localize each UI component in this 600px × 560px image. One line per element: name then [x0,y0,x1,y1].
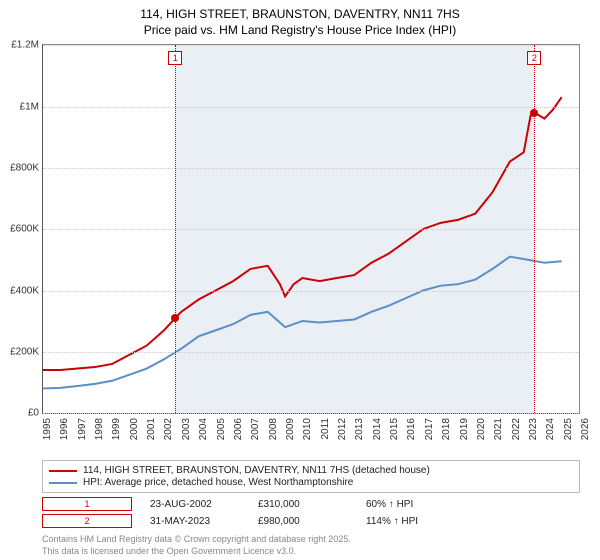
x-axis-label: 2022 [511,418,522,440]
gridline-h [43,291,579,292]
x-axis-label: 2004 [198,418,209,440]
x-axis-label: 2014 [372,418,383,440]
footer-attribution: Contains HM Land Registry data © Crown c… [42,534,580,557]
y-axis-label: £400K [10,285,39,296]
chart-title: 114, HIGH STREET, BRAUNSTON, DAVENTRY, N… [0,0,600,40]
title-line2: Price paid vs. HM Land Registry's House … [10,22,590,38]
x-axis-label: 2025 [563,418,574,440]
x-axis-label: 2002 [163,418,174,440]
x-axis-label: 2007 [250,418,261,440]
sale-vline [175,45,176,413]
legend-label-hpi: HPI: Average price, detached house, West… [83,477,353,488]
legend-row-hpi: HPI: Average price, detached house, West… [49,477,573,488]
sales-table: 1 23-AUG-2002 £310,000 60% ↑ HPI 2 31-MA… [42,497,580,528]
x-axis-label: 2021 [493,418,504,440]
x-axis-label: 2019 [459,418,470,440]
gridline-h [43,107,579,108]
sale-marker-1: 1 [42,497,132,511]
legend-row-price-paid: 114, HIGH STREET, BRAUNSTON, DAVENTRY, N… [49,465,573,476]
y-axis-label: £1.2M [11,40,39,51]
sale-price-2: £980,000 [258,516,348,527]
gridline-h [43,352,579,353]
x-axis-label: 2016 [406,418,417,440]
y-axis-label: £0 [28,408,39,419]
x-axis-label: 2023 [528,418,539,440]
sale-pct-1: 60% ↑ HPI [366,499,456,510]
x-axis-label: 2017 [424,418,435,440]
x-axis-labels: 1995 1996 1997 1998 1999 2000 2001 2002 2003 2004… [42,416,580,454]
x-axis-label: 1996 [59,418,70,440]
x-axis-label: 1995 [42,418,53,440]
x-axis-label: 2005 [216,418,227,440]
sale-price-1: £310,000 [258,499,348,510]
sale-date-2: 31-MAY-2023 [150,516,240,527]
x-axis-label: 2008 [268,418,279,440]
x-axis-label: 2015 [389,418,400,440]
legend-label-price-paid: 114, HIGH STREET, BRAUNSTON, DAVENTRY, N… [83,465,430,476]
sale-vline [534,45,535,413]
sale-row-1: 1 23-AUG-2002 £310,000 60% ↑ HPI [42,497,580,511]
series-hpi [43,257,562,389]
x-axis-label: 2010 [302,418,313,440]
sale-marker-dot [530,109,538,117]
x-axis-label: 2012 [337,418,348,440]
x-axis-label: 2009 [285,418,296,440]
x-axis-label: 2020 [476,418,487,440]
x-axis-label: 2018 [441,418,452,440]
x-axis-label: 2000 [129,418,140,440]
x-axis-label: 2003 [181,418,192,440]
y-axis-label: £600K [10,224,39,235]
x-axis-label: 1998 [94,418,105,440]
gridline-h [43,229,579,230]
legend-swatch-hpi [49,482,77,484]
sale-pct-2: 114% ↑ HPI [366,516,456,527]
footer-line1: Contains HM Land Registry data © Crown c… [42,534,580,546]
x-axis-label: 1999 [111,418,122,440]
x-axis-label: 2001 [146,418,157,440]
sale-marker-box: 2 [527,51,541,65]
gridline-h [43,168,579,169]
y-axis-label: £1M [20,101,39,112]
x-axis-label: 2011 [320,418,331,440]
gridline-h [43,45,579,46]
sale-marker-box: 1 [168,51,182,65]
y-axis-label: £800K [10,163,39,174]
legend-swatch-price-paid [49,470,77,472]
x-axis-label: 2026 [580,418,591,440]
x-axis-label: 2013 [354,418,365,440]
series-price_paid [43,97,562,370]
legend: 114, HIGH STREET, BRAUNSTON, DAVENTRY, N… [42,460,580,493]
x-axis-label: 2006 [233,418,244,440]
x-axis-label: 1997 [77,418,88,440]
y-axis-label: £200K [10,347,39,358]
x-axis-label: 2024 [545,418,556,440]
title-line1: 114, HIGH STREET, BRAUNSTON, DAVENTRY, N… [10,6,590,22]
gridline-h [43,413,579,414]
sale-row-2: 2 31-MAY-2023 £980,000 114% ↑ HPI [42,514,580,528]
sale-marker-dot [171,314,179,322]
footer-line2: This data is licensed under the Open Gov… [42,546,580,558]
chart-plot-area: £0£200K£400K£600K£800K£1M£1.2M12 [42,44,580,414]
sale-date-1: 23-AUG-2002 [150,499,240,510]
sale-marker-2: 2 [42,514,132,528]
